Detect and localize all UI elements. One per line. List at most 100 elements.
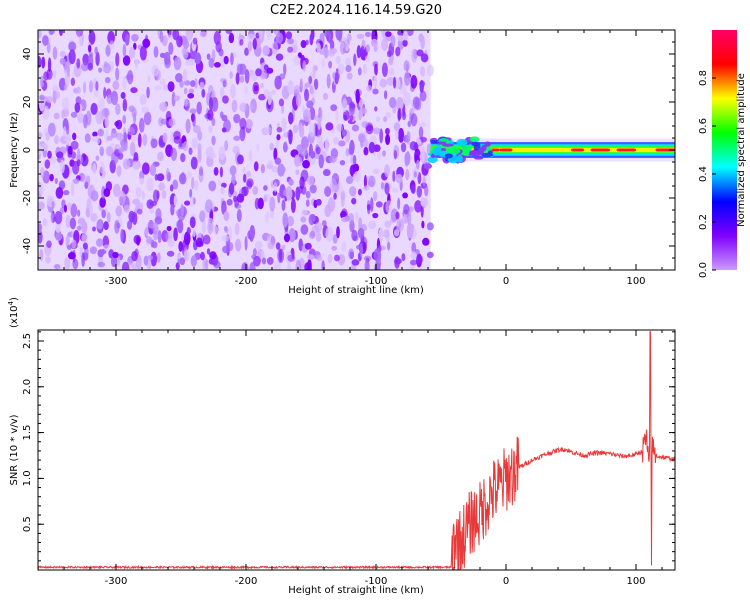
noise-blob — [161, 35, 168, 47]
noise-blob — [346, 72, 353, 80]
noise-blob — [103, 221, 109, 231]
noise-blob — [304, 88, 310, 102]
noise-blob — [310, 214, 316, 223]
x-tick-label: 100 — [626, 576, 645, 587]
noise-blob — [375, 201, 383, 208]
noise-blob — [167, 237, 175, 247]
noise-blob — [77, 209, 81, 217]
noise-blob — [218, 146, 226, 160]
noise-blob — [103, 62, 111, 74]
noise-blob — [414, 148, 421, 164]
noise-blob — [67, 252, 76, 260]
noise-blob — [283, 63, 287, 76]
noise-blob — [54, 211, 63, 225]
noise-blob — [392, 170, 396, 182]
snr-series-line — [38, 331, 675, 570]
noise-blob — [42, 105, 50, 120]
noise-blob — [420, 35, 425, 50]
noise-blob — [297, 156, 303, 167]
signal-peak — [571, 148, 584, 152]
noise-blob — [280, 166, 286, 173]
noise-blob — [205, 199, 213, 213]
noise-blob — [59, 51, 67, 58]
noise-blob — [65, 215, 71, 228]
noise-blob — [95, 81, 99, 91]
noise-blob — [224, 140, 229, 151]
colorbar-tick-label: 0.0 — [698, 262, 709, 278]
noise-blob — [211, 117, 216, 127]
noise-blob — [69, 217, 77, 230]
noise-blob — [365, 124, 374, 135]
noise-blob — [52, 46, 58, 60]
noise-blob — [67, 145, 73, 155]
noise-blob — [54, 177, 58, 185]
noise-blob — [234, 222, 240, 236]
noise-blob — [209, 251, 217, 260]
noise-blob — [228, 242, 234, 252]
noise-blob — [81, 233, 87, 242]
noise-blob — [274, 157, 282, 165]
noise-blob — [421, 220, 425, 229]
noise-blob — [116, 165, 122, 177]
noise-blob — [56, 151, 64, 159]
noise-blob — [264, 126, 272, 135]
noise-blob — [72, 258, 79, 270]
noise-blob — [70, 77, 76, 86]
noise-blob — [305, 190, 311, 199]
noise-blob — [385, 134, 391, 146]
noise-blob — [168, 118, 176, 127]
noise-blob — [373, 191, 378, 202]
noise-blob — [184, 200, 191, 206]
noise-blob — [182, 141, 189, 152]
noise-blob — [247, 33, 255, 41]
noise-blob — [194, 78, 198, 89]
noise-blob — [159, 101, 168, 112]
noise-blob — [169, 230, 174, 237]
noise-blob — [261, 257, 267, 265]
noise-blob — [122, 55, 131, 66]
y-tick-label: -20 — [22, 190, 33, 206]
noise-blob — [366, 85, 373, 92]
noise-blob — [123, 131, 128, 144]
noise-blob — [223, 226, 228, 232]
noise-blob — [324, 186, 332, 197]
noise-blob — [395, 211, 400, 220]
noise-blob — [288, 112, 294, 125]
noise-blob — [316, 135, 323, 145]
noise-blob — [103, 108, 110, 118]
noise-blob — [242, 173, 247, 183]
signal-onset-blob — [436, 144, 441, 153]
noise-blob — [213, 167, 219, 176]
noise-blob — [373, 248, 382, 262]
noise-blob — [115, 52, 120, 67]
noise-blob — [399, 83, 407, 96]
noise-blob — [66, 65, 71, 78]
noise-blob — [341, 241, 347, 253]
noise-blob — [378, 227, 384, 243]
noise-blob — [246, 178, 254, 188]
noise-blob — [107, 212, 111, 223]
noise-blob — [327, 32, 332, 45]
noise-blob — [82, 242, 88, 250]
noise-blob — [377, 150, 382, 160]
noise-blob — [380, 38, 389, 51]
x-tick-label: -200 — [235, 576, 258, 587]
noise-blob — [397, 107, 402, 121]
noise-blob — [285, 186, 293, 201]
noise-blob — [131, 251, 138, 262]
noise-blob — [116, 222, 121, 229]
noise-blob — [413, 171, 417, 178]
noise-blob — [326, 73, 331, 89]
noise-blob — [130, 263, 139, 270]
figure-title: C2E2.2024.116.14.59.G20 — [270, 3, 442, 18]
noise-blob — [273, 147, 278, 161]
noise-blob — [355, 244, 363, 250]
noise-blob — [270, 89, 277, 95]
noise-blob — [229, 165, 237, 176]
noise-blob — [356, 33, 365, 40]
noise-blob — [384, 220, 392, 228]
noise-blob — [382, 150, 386, 157]
snr-y-axis: 0.5 1.0 1.5 2.0 2.5 — [22, 331, 675, 571]
noise-blob — [75, 30, 84, 38]
noise-blob — [373, 45, 378, 52]
